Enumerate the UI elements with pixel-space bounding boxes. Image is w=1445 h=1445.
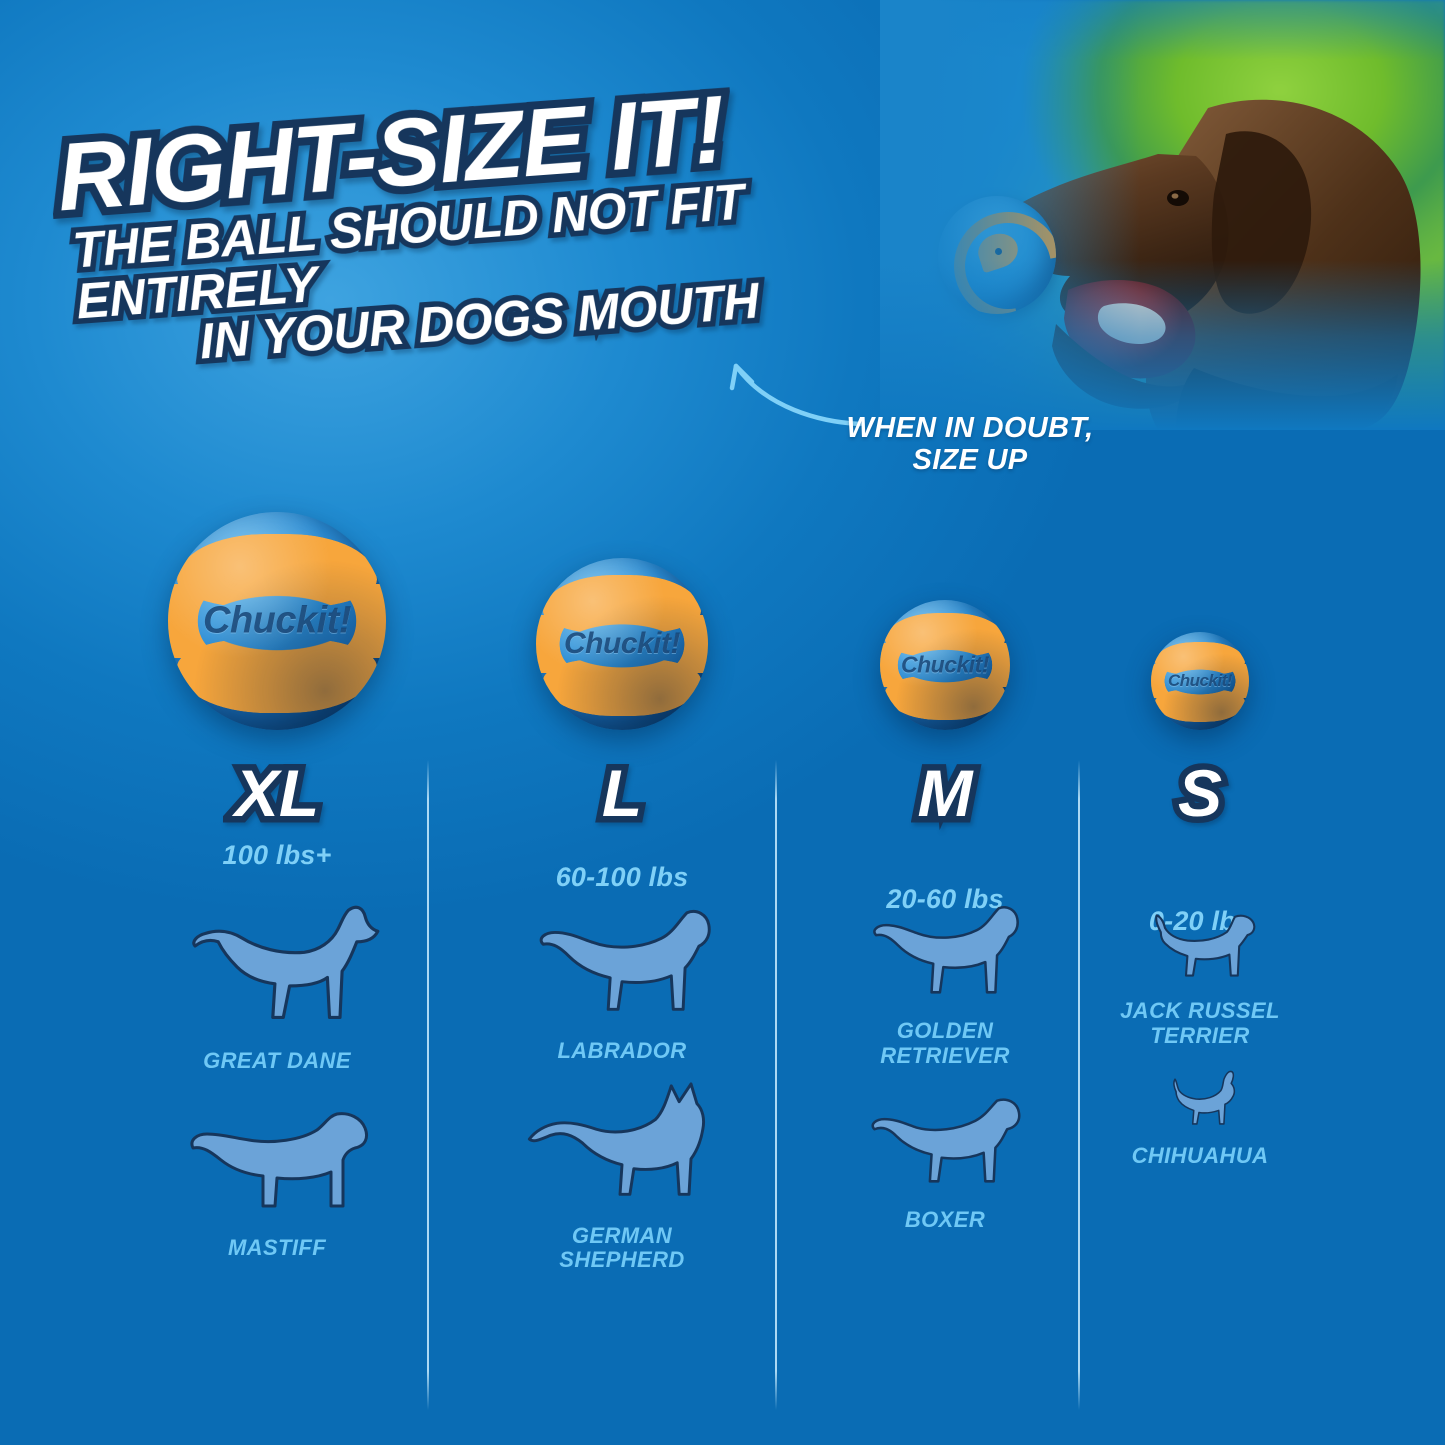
ball-side-right	[338, 583, 386, 659]
breed-label: BOXER	[904, 1207, 986, 1233]
ball-side-left	[1151, 664, 1173, 698]
ball-band-bottom	[542, 657, 702, 717]
ball-size-row: Chuckit! Chuckit! Chuckit! Chuckit!	[0, 480, 1445, 760]
ball-band-bottom	[885, 675, 1005, 720]
chuckit-logo: Chuckit!	[203, 599, 352, 642]
dog-silhouette-labrador	[539, 910, 711, 1011]
breed-label: JACK RUSSEL TERRIER	[1120, 998, 1280, 1048]
breed-label: GERMAN SHEPHERD	[559, 1222, 685, 1273]
size-letter: XL	[228, 754, 325, 833]
breed-entry: CHIHUAHUA	[1050, 1062, 1350, 1169]
size-column-xl: XL 100 lbs+ GREAT DANE MASTIFF	[127, 754, 427, 1261]
breed-label: GOLDEN RETRIEVER	[880, 1018, 1010, 1068]
ball-band-bottom	[1154, 688, 1246, 723]
ball-band-top	[176, 533, 378, 608]
column-divider-1	[427, 760, 429, 1410]
size-column-m: M 20-60 lbs GOLDEN RETRIEVER BOXER	[795, 754, 1095, 1233]
hero-photo	[880, 0, 1445, 430]
ball-side-left	[168, 583, 216, 659]
chuckit-logo: Chuckit!	[1168, 671, 1233, 690]
dog-silhouette-mastiff	[190, 1111, 369, 1208]
breed-entry: MASTIFF	[127, 1088, 427, 1261]
breed-label: LABRADOR	[557, 1038, 687, 1063]
ball-side-left	[536, 614, 574, 674]
ball-shading	[168, 512, 386, 730]
ball-side-right	[1227, 664, 1249, 698]
ball-xl: Chuckit!	[168, 512, 386, 730]
dog-silhouette-german-shepherd	[527, 1082, 706, 1196]
breed-entry: LABRADOR	[472, 893, 772, 1064]
size-column-l: L 60-100 lbs LABRADOR GERMAN SHEPHERD	[472, 754, 772, 1273]
ball-side-right	[981, 642, 1010, 688]
dog-silhouette-jack-russel-terrier	[1155, 914, 1256, 977]
size-letter: M	[911, 754, 979, 833]
ball-shading	[1151, 632, 1249, 730]
weight-range: 20-60 lbs	[886, 884, 1004, 914]
breed-label: MASTIFF	[227, 1234, 327, 1260]
ball-shading	[880, 600, 1010, 730]
ball-m: Chuckit!	[880, 600, 1010, 730]
chuckit-ball-graphic: Chuckit!	[1151, 632, 1249, 730]
dog-silhouette-chihuahua	[1173, 1070, 1236, 1125]
photo-fade-bottom	[880, 260, 1445, 430]
dog-silhouette-great-dane	[192, 905, 380, 1019]
breed-entry: GOLDEN RETRIEVER	[795, 893, 1095, 1068]
weight-range: 100 lbs+	[222, 840, 332, 870]
callout-line-1: WHEN IN DOUBT,	[846, 412, 1094, 444]
size-up-callout: WHEN IN DOUBT, SIZE UP	[845, 412, 1095, 477]
weight-range: 60-100 lbs	[555, 862, 689, 892]
size-letter: S	[1171, 754, 1228, 833]
ball-band-bottom	[176, 638, 378, 713]
breed-label: CHIHUAHUA	[1131, 1143, 1269, 1169]
breed-label: GREAT DANE	[203, 1048, 351, 1073]
ball-band-top	[542, 575, 702, 634]
size-letter: L	[595, 754, 648, 833]
callout-line-2: SIZE UP	[912, 444, 1028, 477]
size-columns: XL 100 lbs+ GREAT DANE MASTIFF L 60-100 lbs LA…	[0, 754, 1445, 1420]
column-divider-3	[1078, 760, 1080, 1410]
ball-shading	[536, 558, 708, 730]
curved-arrow-icon	[729, 363, 863, 427]
chuckit-ball-graphic: Chuckit!	[880, 600, 1010, 730]
chuckit-logo: Chuckit!	[901, 651, 990, 678]
ball-side-left	[880, 642, 909, 688]
ball-side-right	[670, 614, 708, 674]
dog-silhouette-boxer	[871, 1098, 1021, 1183]
column-divider-2	[775, 760, 777, 1410]
headline-block: RIGHT-SIZE IT! THE BALL SHOULD NOT FIT E…	[45, 68, 900, 377]
chuckit-ball-graphic: Chuckit!	[536, 558, 708, 730]
breed-entry: GREAT DANE	[127, 893, 427, 1074]
breed-entry: GERMAN SHEPHERD	[472, 1078, 772, 1273]
ball-l: Chuckit!	[536, 558, 708, 730]
breed-entry: BOXER	[795, 1082, 1095, 1233]
ball-s: Chuckit!	[1151, 632, 1249, 730]
chuckit-ball-graphic: Chuckit!	[168, 512, 386, 730]
breed-entry: JACK RUSSEL TERRIER	[1050, 893, 1350, 1048]
dog-silhouette-golden-retriever	[873, 906, 1019, 994]
size-column-s: S 0-20 lbs JACK RUSSEL TERRIER CHIHUAHUA	[1050, 754, 1350, 1169]
chuckit-logo: Chuckit!	[564, 627, 681, 660]
